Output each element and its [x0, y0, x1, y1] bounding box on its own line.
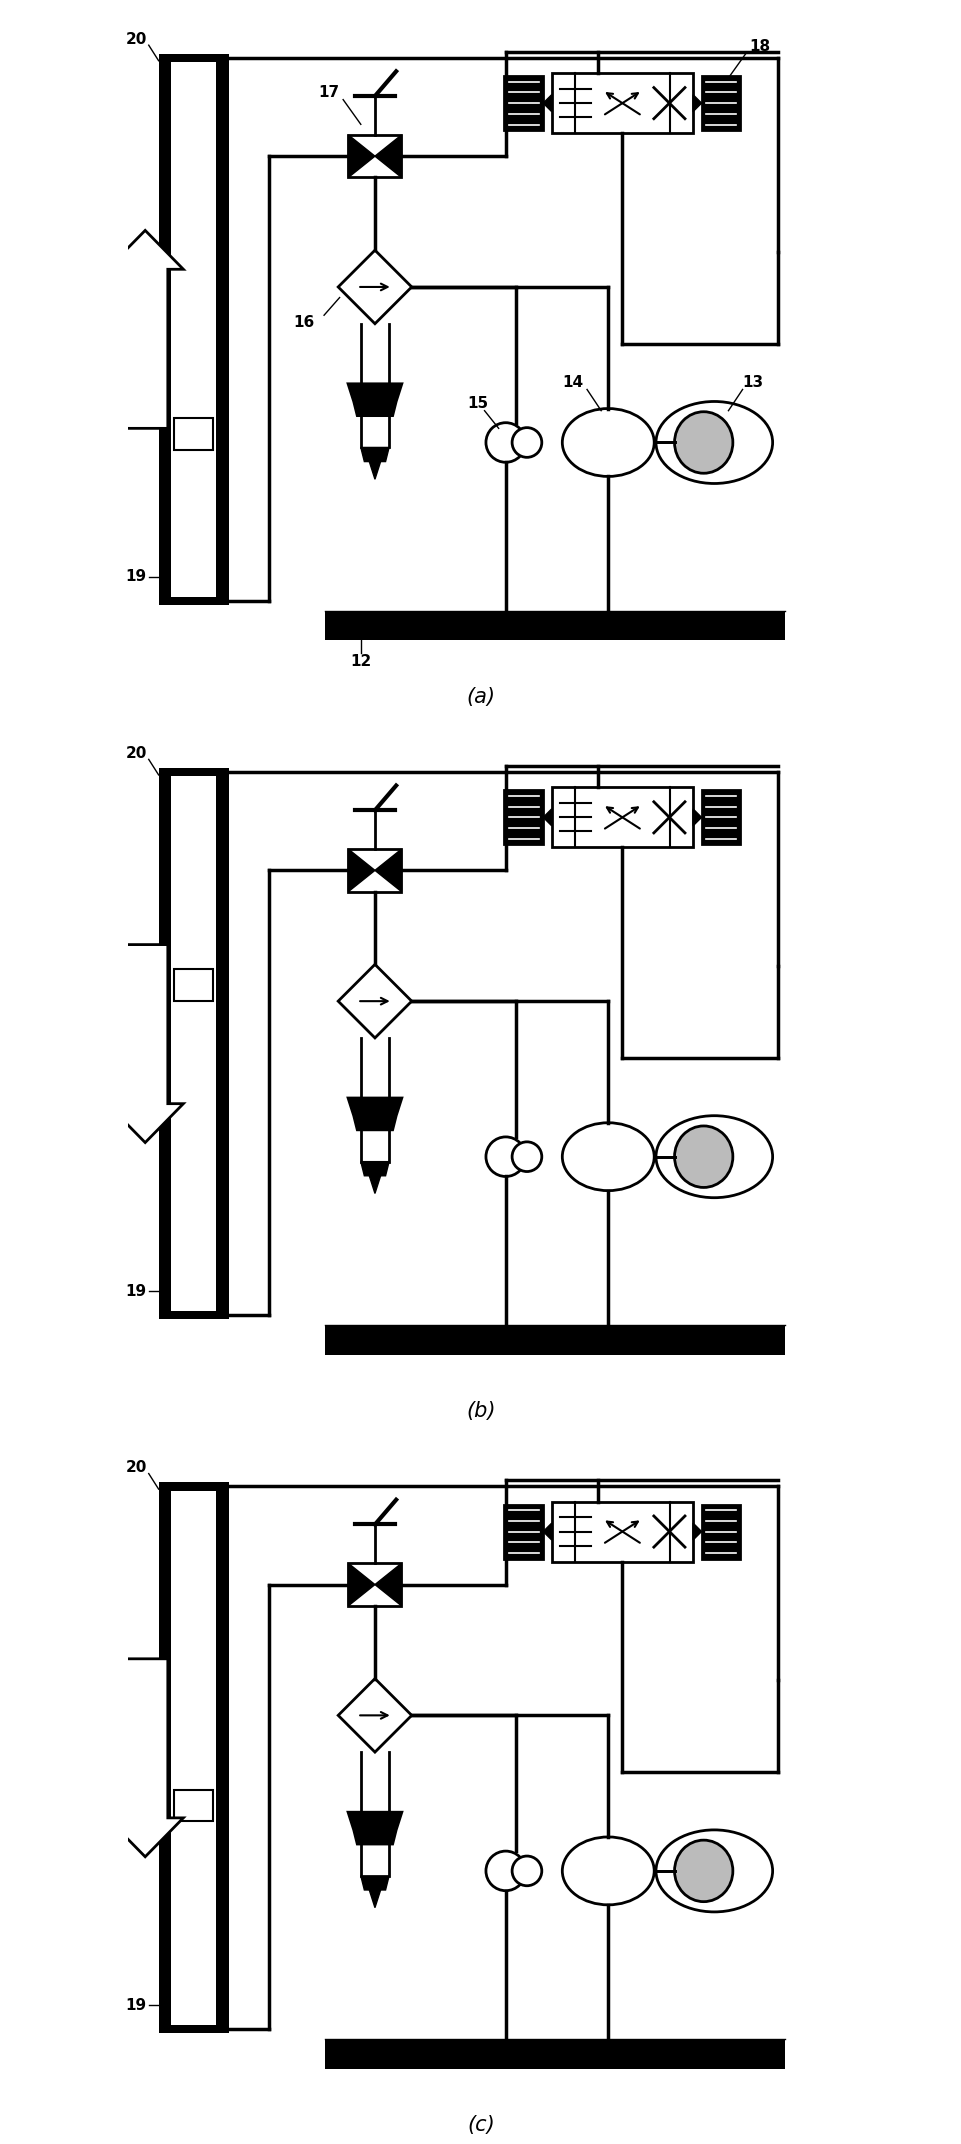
Bar [504, 1505, 543, 1559]
Polygon shape [338, 1679, 411, 1752]
Ellipse shape [562, 1123, 653, 1190]
Polygon shape [338, 251, 411, 324]
Text: 19: 19 [125, 570, 146, 585]
Bar [551, 1501, 692, 1561]
Text: 20: 20 [125, 1460, 146, 1475]
Polygon shape [375, 1563, 401, 1606]
Text: 18: 18 [749, 39, 770, 54]
Text: 14: 14 [562, 375, 583, 390]
Bar [325, 2039, 784, 2069]
Bar [504, 75, 543, 131]
Ellipse shape [655, 401, 772, 485]
Polygon shape [348, 1098, 402, 1130]
Polygon shape [543, 94, 551, 111]
Text: 17: 17 [318, 86, 339, 101]
Polygon shape [369, 1175, 381, 1194]
Polygon shape [107, 1659, 184, 1857]
Bar [174, 969, 212, 1001]
Bar [701, 791, 740, 845]
Polygon shape [692, 94, 701, 111]
Ellipse shape [562, 1837, 653, 1904]
Bar [348, 849, 401, 892]
Bar [325, 1325, 784, 1355]
Polygon shape [369, 1891, 381, 1908]
Polygon shape [348, 1812, 402, 1844]
Polygon shape [348, 849, 375, 892]
Polygon shape [375, 135, 401, 178]
Polygon shape [360, 448, 388, 461]
Polygon shape [360, 1876, 388, 1891]
Text: (c): (c) [467, 2116, 494, 2135]
Bar [174, 418, 212, 450]
Circle shape [485, 422, 525, 463]
Polygon shape [360, 1162, 388, 1175]
Text: (b): (b) [466, 1402, 495, 1421]
Polygon shape [348, 1563, 375, 1606]
Circle shape [511, 1143, 541, 1171]
Polygon shape [338, 965, 411, 1038]
Polygon shape [348, 384, 402, 416]
Polygon shape [107, 946, 184, 1143]
Polygon shape [543, 1522, 551, 1539]
Circle shape [511, 1857, 541, 1887]
Text: 19: 19 [125, 1998, 146, 2013]
Bar [171, 776, 215, 1310]
Bar [551, 787, 692, 847]
Bar [504, 791, 543, 845]
Polygon shape [543, 808, 551, 825]
Bar [171, 1490, 215, 2026]
Polygon shape [692, 1522, 701, 1539]
Polygon shape [107, 229, 184, 429]
Bar [171, 62, 215, 596]
Bar [159, 768, 229, 1319]
Bar [701, 1505, 740, 1559]
Ellipse shape [655, 1829, 772, 1912]
Polygon shape [348, 135, 375, 178]
Text: 13: 13 [742, 375, 763, 390]
Circle shape [485, 1136, 525, 1177]
Circle shape [485, 1850, 525, 1891]
Text: 20: 20 [125, 746, 146, 761]
Polygon shape [375, 849, 401, 892]
Text: (a): (a) [466, 686, 495, 708]
Bar [325, 611, 784, 641]
Ellipse shape [674, 1126, 732, 1188]
Polygon shape [692, 808, 701, 825]
Ellipse shape [655, 1115, 772, 1198]
Text: 16: 16 [293, 315, 314, 330]
Bar [159, 54, 229, 605]
Ellipse shape [674, 1840, 732, 1902]
Polygon shape [369, 461, 381, 480]
Ellipse shape [674, 412, 732, 474]
Text: 12: 12 [350, 654, 371, 669]
Ellipse shape [562, 410, 653, 476]
Bar [174, 1790, 212, 1822]
Text: 15: 15 [466, 397, 487, 412]
Bar [551, 73, 692, 133]
Bar [348, 135, 401, 178]
Text: 20: 20 [125, 32, 146, 47]
Circle shape [511, 427, 541, 457]
Bar [348, 1563, 401, 1606]
Bar [159, 1482, 229, 2033]
Bar [701, 75, 740, 131]
Text: 19: 19 [125, 1284, 146, 1299]
